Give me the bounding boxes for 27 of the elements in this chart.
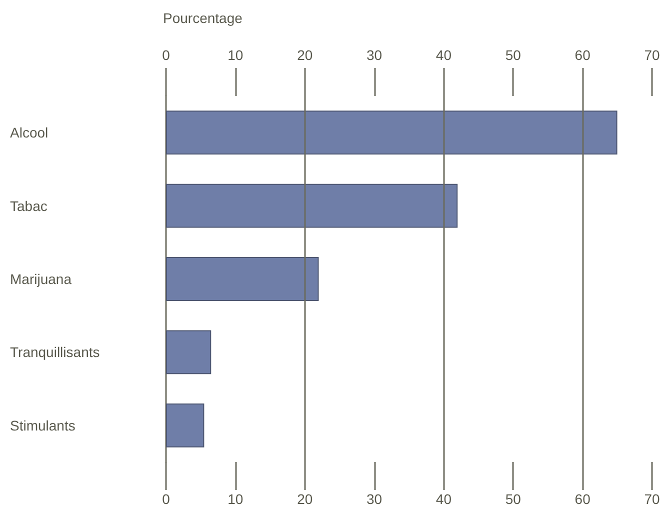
- x-tick-label: 20: [297, 491, 313, 507]
- x-tick-label: 70: [644, 491, 660, 507]
- x2-axis-title: Pourcentage: [163, 10, 243, 26]
- y-tick-label: Stimulants: [10, 417, 76, 434]
- y-tick-label: Tabac: [10, 198, 48, 214]
- x-tick-label: 60: [574, 491, 591, 507]
- x-tick-label: 0: [162, 491, 170, 507]
- x2-tick-label: 60: [574, 47, 591, 63]
- bar: [166, 330, 212, 374]
- x2-tick-label: 40: [436, 47, 452, 63]
- x-tick-label: 30: [366, 491, 382, 507]
- bar: [166, 184, 458, 228]
- bar: [166, 257, 319, 301]
- x2-tick-label: 30: [366, 47, 382, 63]
- x2-tick-label: 0: [162, 47, 170, 63]
- x2-tick-label: 10: [228, 47, 244, 63]
- y-tick-label: Marijuana: [10, 271, 72, 287]
- x2-tick-label: 50: [505, 47, 522, 63]
- x2-tick-label: 20: [297, 47, 313, 63]
- x-tick-label: 40: [436, 491, 452, 507]
- y-tick-label: Alcool: [10, 124, 48, 141]
- x-tick-label: 10: [228, 491, 244, 507]
- bar: [166, 403, 204, 448]
- y-tick-label: Tranquillisants: [10, 344, 100, 360]
- x-tick-label: 50: [505, 491, 522, 507]
- x2-tick-label: 70: [644, 47, 660, 63]
- bar: [166, 110, 618, 155]
